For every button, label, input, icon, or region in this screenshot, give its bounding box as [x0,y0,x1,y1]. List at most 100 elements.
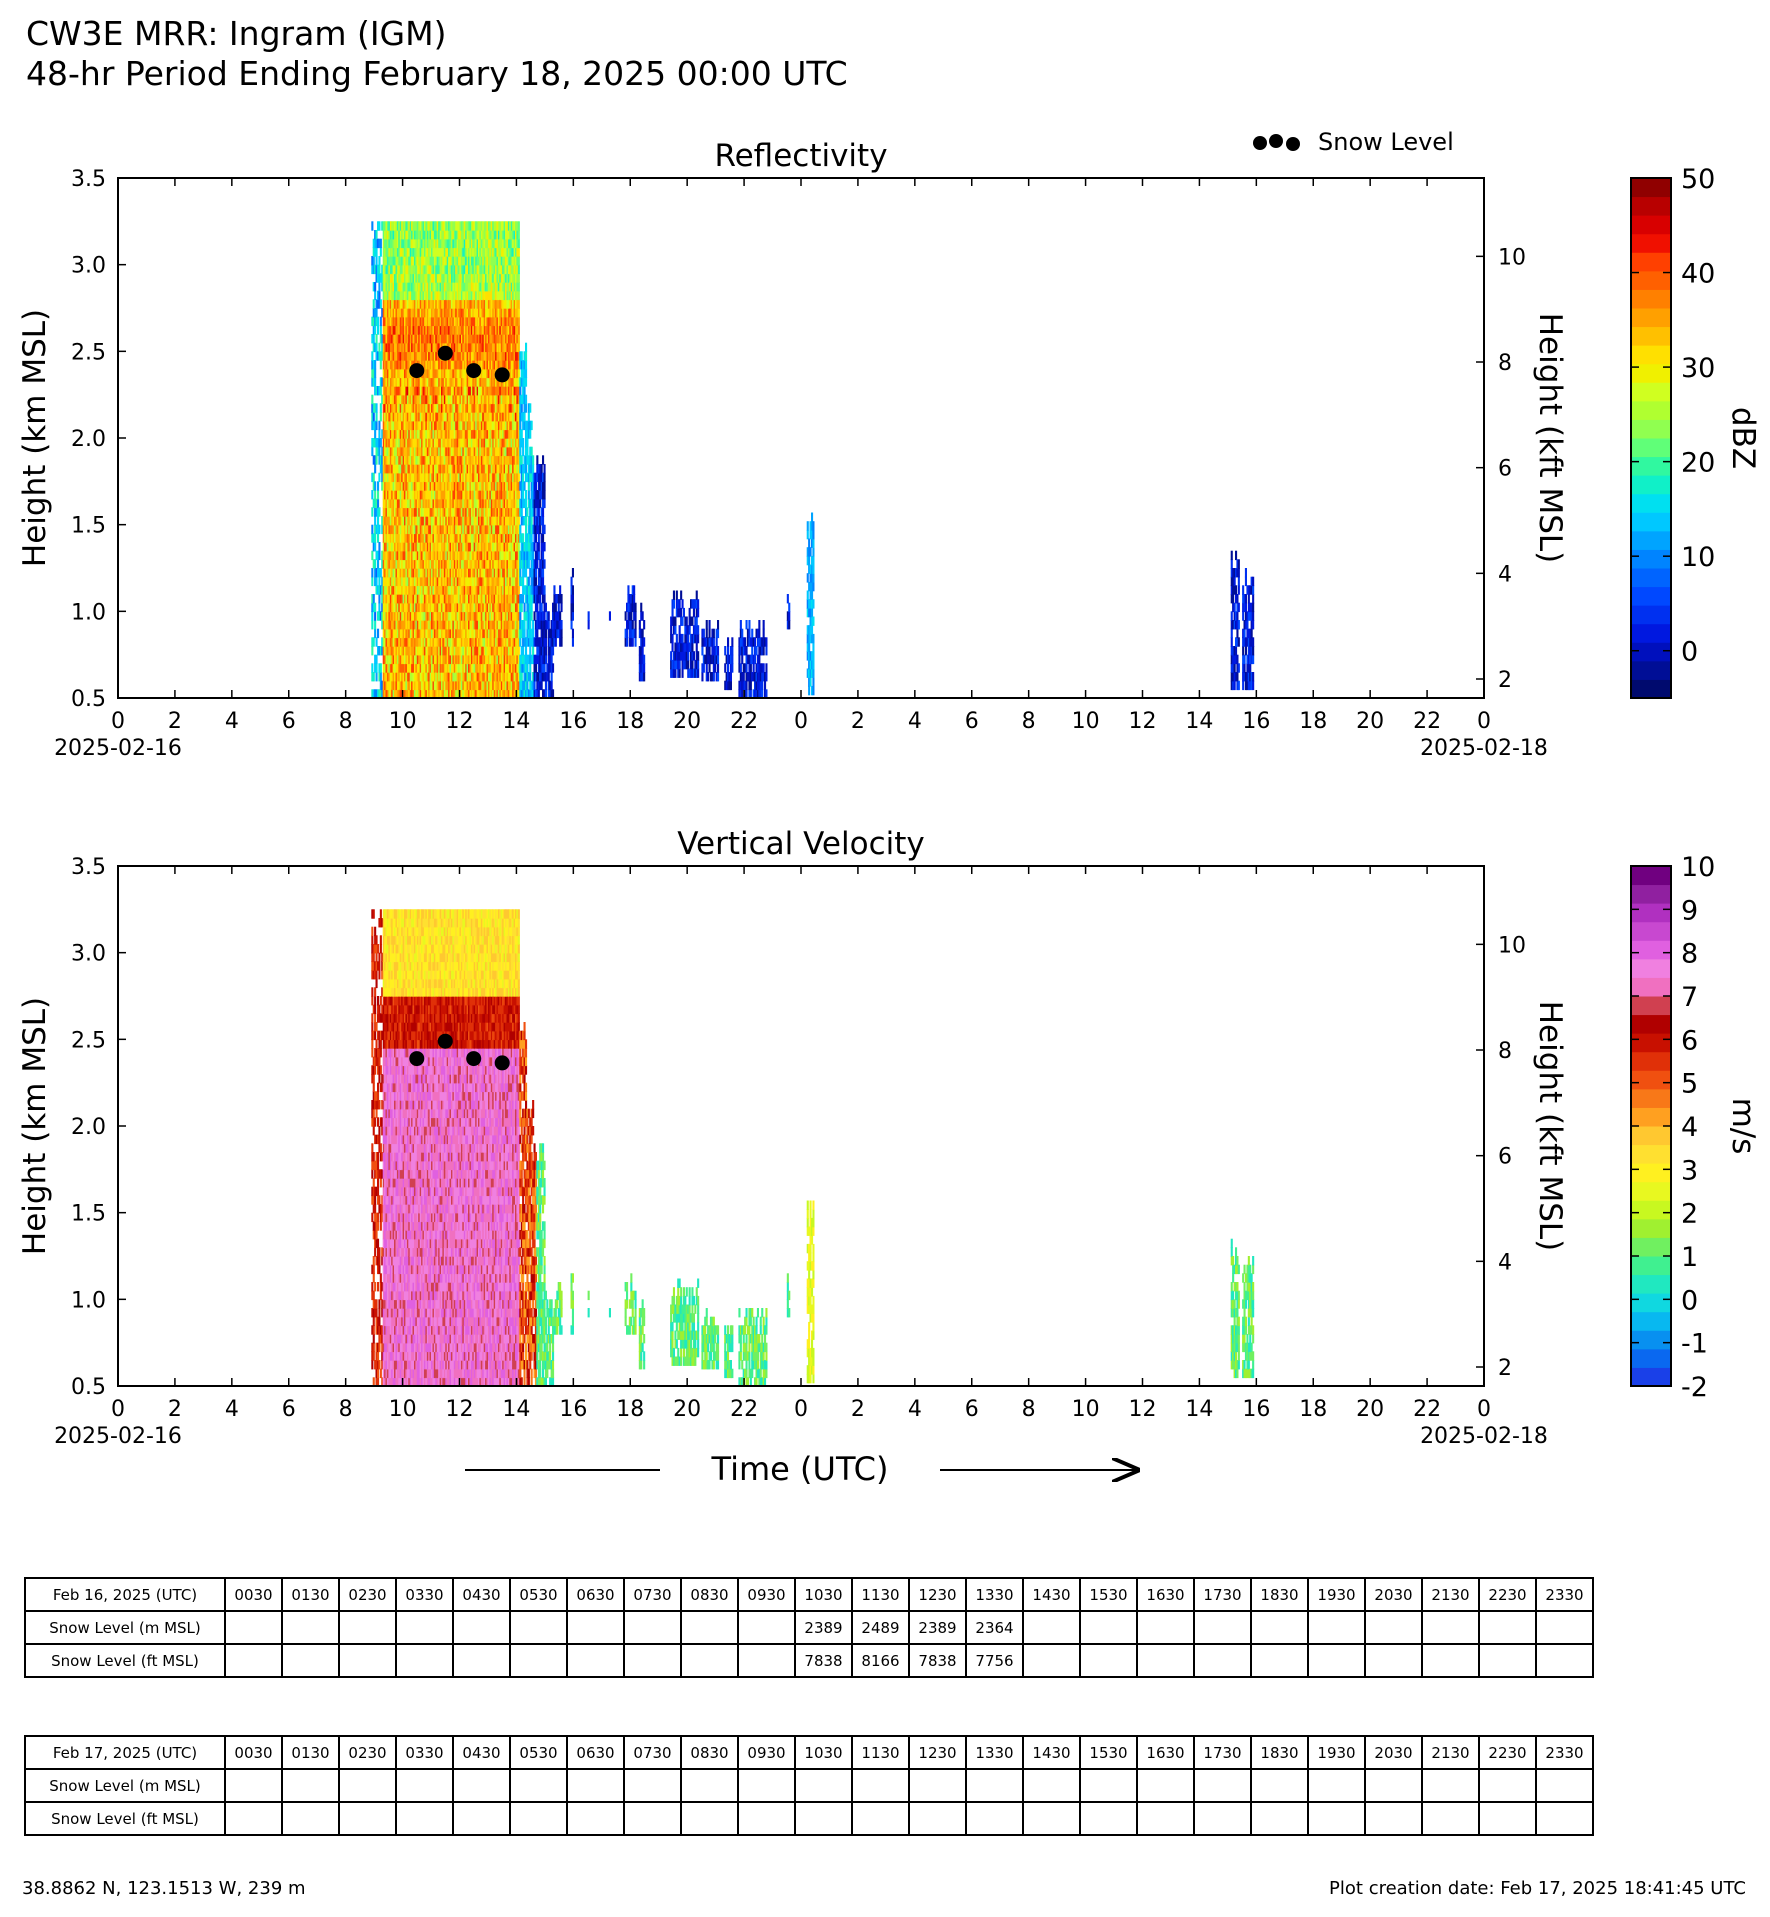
radar-cell [419,472,422,483]
radar-cell [439,628,442,639]
radar-cell [429,524,432,535]
radar-cell [436,611,439,621]
radar-cell [396,368,399,379]
radar-cell [408,420,411,431]
radar-cell [382,299,385,309]
radar-cell [422,256,425,266]
radar-cell [389,680,392,691]
radar-cell [399,446,402,457]
radar-cell [408,628,411,639]
radar-cell [443,282,446,292]
radar-cell [399,316,402,327]
radar-cell [418,377,421,387]
radar-cell [401,290,404,301]
radar-cell [404,507,407,517]
radar-cell [379,273,382,283]
radar-cell [404,472,407,483]
radar-cell [451,663,454,673]
radar-cell [408,290,411,301]
radar-cell [428,290,431,301]
radar-cell [405,264,408,275]
radar-cell [448,230,451,240]
radar-cell [445,438,448,448]
radar-cell [438,299,441,309]
radar-cell [385,351,388,361]
radar-cell [445,325,448,335]
radar-cell [375,273,378,283]
radar-cell [408,316,411,327]
radar-cell [431,585,434,595]
radar-cell [388,429,391,439]
radar-cell [377,568,380,578]
radar-cell [445,550,448,561]
radar-cell [378,585,381,595]
radar-cell [433,524,436,535]
radar-cell [416,325,419,335]
radar-cell [452,533,455,543]
radar-cell [436,550,439,561]
radar-cell [386,342,389,353]
radar-cell [384,576,387,587]
radar-cell [426,585,429,595]
radar-cell [422,351,425,361]
radar-cell [429,438,432,448]
radar-cell [435,394,438,405]
radar-cell [412,299,415,309]
radar-cell [401,403,404,413]
radar-cell [435,438,438,448]
radar-cell [411,680,414,691]
radar-cell [435,472,438,483]
radar-cell [412,282,415,292]
radar-cell [436,403,439,413]
radar-cell [419,672,422,682]
radar-cell [439,316,442,327]
radar-cell [443,490,446,500]
radar-cell [425,507,428,517]
radar-cell [421,446,424,457]
radar-cell [451,386,454,396]
radar-cell [415,568,418,578]
radar-cell [395,594,398,604]
radar-cell [382,602,385,613]
radar-cell [389,282,392,292]
radar-cell [402,507,405,517]
radar-cell [421,455,424,465]
radar-cell [382,429,385,439]
radar-cell [412,576,415,587]
radar-cell [435,689,438,699]
radar-cell [384,654,387,665]
radar-cell [392,351,395,361]
radar-cell [399,654,402,665]
radar-cell [388,559,391,569]
radar-cell [392,464,395,474]
radar-cell [405,325,408,335]
radar-cell [442,550,445,561]
radar-cell [426,646,429,656]
radar-cell [391,308,394,318]
radar-cell [412,264,415,275]
radar-cell [394,325,397,335]
radar-cell [384,273,387,283]
radar-cell [402,559,405,569]
radar-cell [384,230,387,240]
radar-cell [439,238,442,249]
radar-cell [419,585,422,595]
radar-cell [375,256,378,266]
radar-cell [429,377,432,387]
radar-cell [378,342,381,353]
radar-cell [422,568,425,578]
radar-cell [439,654,442,665]
radar-cell [399,282,402,292]
radar-cell [372,498,375,509]
radar-cell [451,247,454,257]
radar-cell [404,542,407,552]
radar-cell [406,368,409,379]
radar-cell [435,654,438,665]
radar-cell [398,360,401,370]
radar-cell [412,386,415,396]
radar-cell [392,290,395,301]
radar-cell [404,646,407,656]
radar-cell [436,360,439,370]
radar-cell [448,689,451,699]
radar-cell [381,342,384,353]
